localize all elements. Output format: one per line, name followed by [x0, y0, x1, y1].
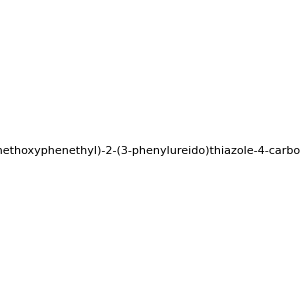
Text: N-(2-methoxyphenethyl)-2-(3-phenylureido)thiazole-4-carboxamide: N-(2-methoxyphenethyl)-2-(3-phenylureido… — [0, 146, 300, 157]
